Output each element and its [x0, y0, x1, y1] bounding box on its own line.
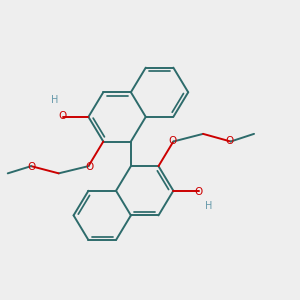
Text: H: H	[51, 95, 58, 105]
Text: O: O	[28, 162, 36, 172]
Text: O: O	[226, 136, 234, 146]
Text: O: O	[168, 136, 177, 146]
Text: O: O	[59, 111, 67, 121]
Text: H: H	[205, 202, 212, 212]
Text: O: O	[85, 162, 93, 172]
Text: O: O	[195, 187, 203, 196]
